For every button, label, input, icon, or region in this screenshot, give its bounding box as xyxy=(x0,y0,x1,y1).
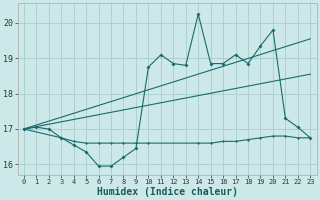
X-axis label: Humidex (Indice chaleur): Humidex (Indice chaleur) xyxy=(97,186,237,197)
